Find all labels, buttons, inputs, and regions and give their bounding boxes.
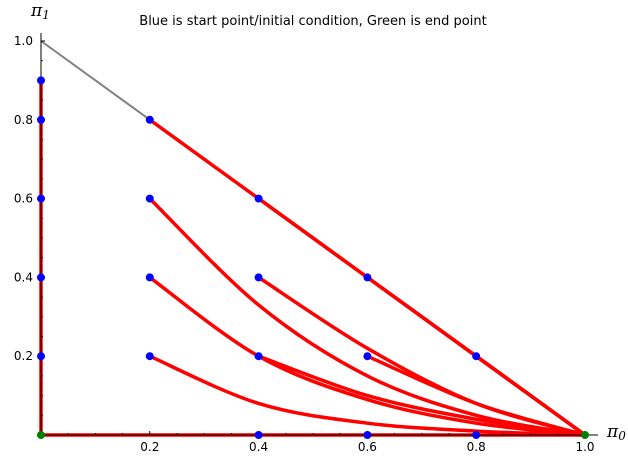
y-axis-label: π1 <box>30 1 50 22</box>
y-axis-label-subscript: 1 <box>42 8 50 22</box>
trajectory-8 <box>256 354 587 437</box>
trajectory-10 <box>365 354 587 437</box>
y-axis-label-symbol: π <box>30 1 43 21</box>
x-tick-label: 1.0 <box>575 440 594 454</box>
x-tick-label: 0.2 <box>140 440 159 454</box>
start-point <box>37 352 45 361</box>
trajectory-9 <box>148 354 587 437</box>
start-point <box>37 76 45 85</box>
x-axis-label-symbol: π <box>606 422 619 442</box>
trajectory-4 <box>474 354 587 437</box>
trajectory-6 <box>256 275 587 437</box>
start-point <box>145 352 154 361</box>
y-tick-label: 0.8 <box>14 113 33 127</box>
y-tick-label: 0.4 <box>14 270 33 284</box>
start-point <box>145 273 154 282</box>
start-point <box>145 115 154 124</box>
start-point <box>254 273 263 282</box>
end-point <box>37 431 45 439</box>
point-layer <box>37 76 589 439</box>
trajectory-5 <box>148 196 587 437</box>
tick-layer: 0.2 0.4 0.6 0.8 1.0 0.2 0.4 0.6 0.8 1.0 <box>14 34 595 454</box>
start-point <box>254 352 263 361</box>
start-point <box>254 194 263 203</box>
x-tick-label: 0.6 <box>358 440 377 454</box>
trajectory-7 <box>148 275 587 437</box>
start-point <box>37 115 45 124</box>
start-point <box>363 352 372 361</box>
x-tick-label: 0.8 <box>467 440 486 454</box>
chart-title: Blue is start point/initial condition, G… <box>139 14 486 29</box>
end-point <box>581 431 589 439</box>
x-axis-label: π0 <box>606 422 626 443</box>
start-point <box>37 273 45 282</box>
x-tick-label: 0.4 <box>249 440 268 454</box>
axes <box>40 33 598 436</box>
start-point <box>254 431 263 439</box>
start-point <box>37 194 45 203</box>
start-point <box>145 194 154 203</box>
start-point <box>472 431 481 439</box>
start-point <box>472 352 481 361</box>
start-point <box>363 273 372 282</box>
trajectory-layer <box>39 40 587 437</box>
y-tick-label: 0.2 <box>14 349 33 363</box>
y-tick-label: 1.0 <box>14 34 33 48</box>
start-point <box>363 431 372 439</box>
y-tick-label: 0.6 <box>14 192 33 206</box>
x-axis-label-subscript: 0 <box>618 429 626 443</box>
